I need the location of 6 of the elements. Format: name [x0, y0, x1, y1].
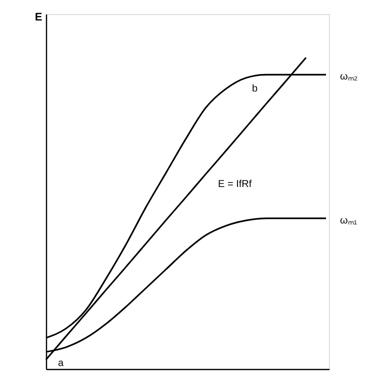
- series-label: E = IfRf: [218, 178, 252, 190]
- series-label: ωₘ₁: [340, 215, 358, 226]
- annotation: b: [252, 84, 258, 95]
- y-axis-title: E: [34, 12, 42, 24]
- annotation: a: [58, 358, 64, 369]
- series-label: ωₘ₂: [340, 72, 358, 83]
